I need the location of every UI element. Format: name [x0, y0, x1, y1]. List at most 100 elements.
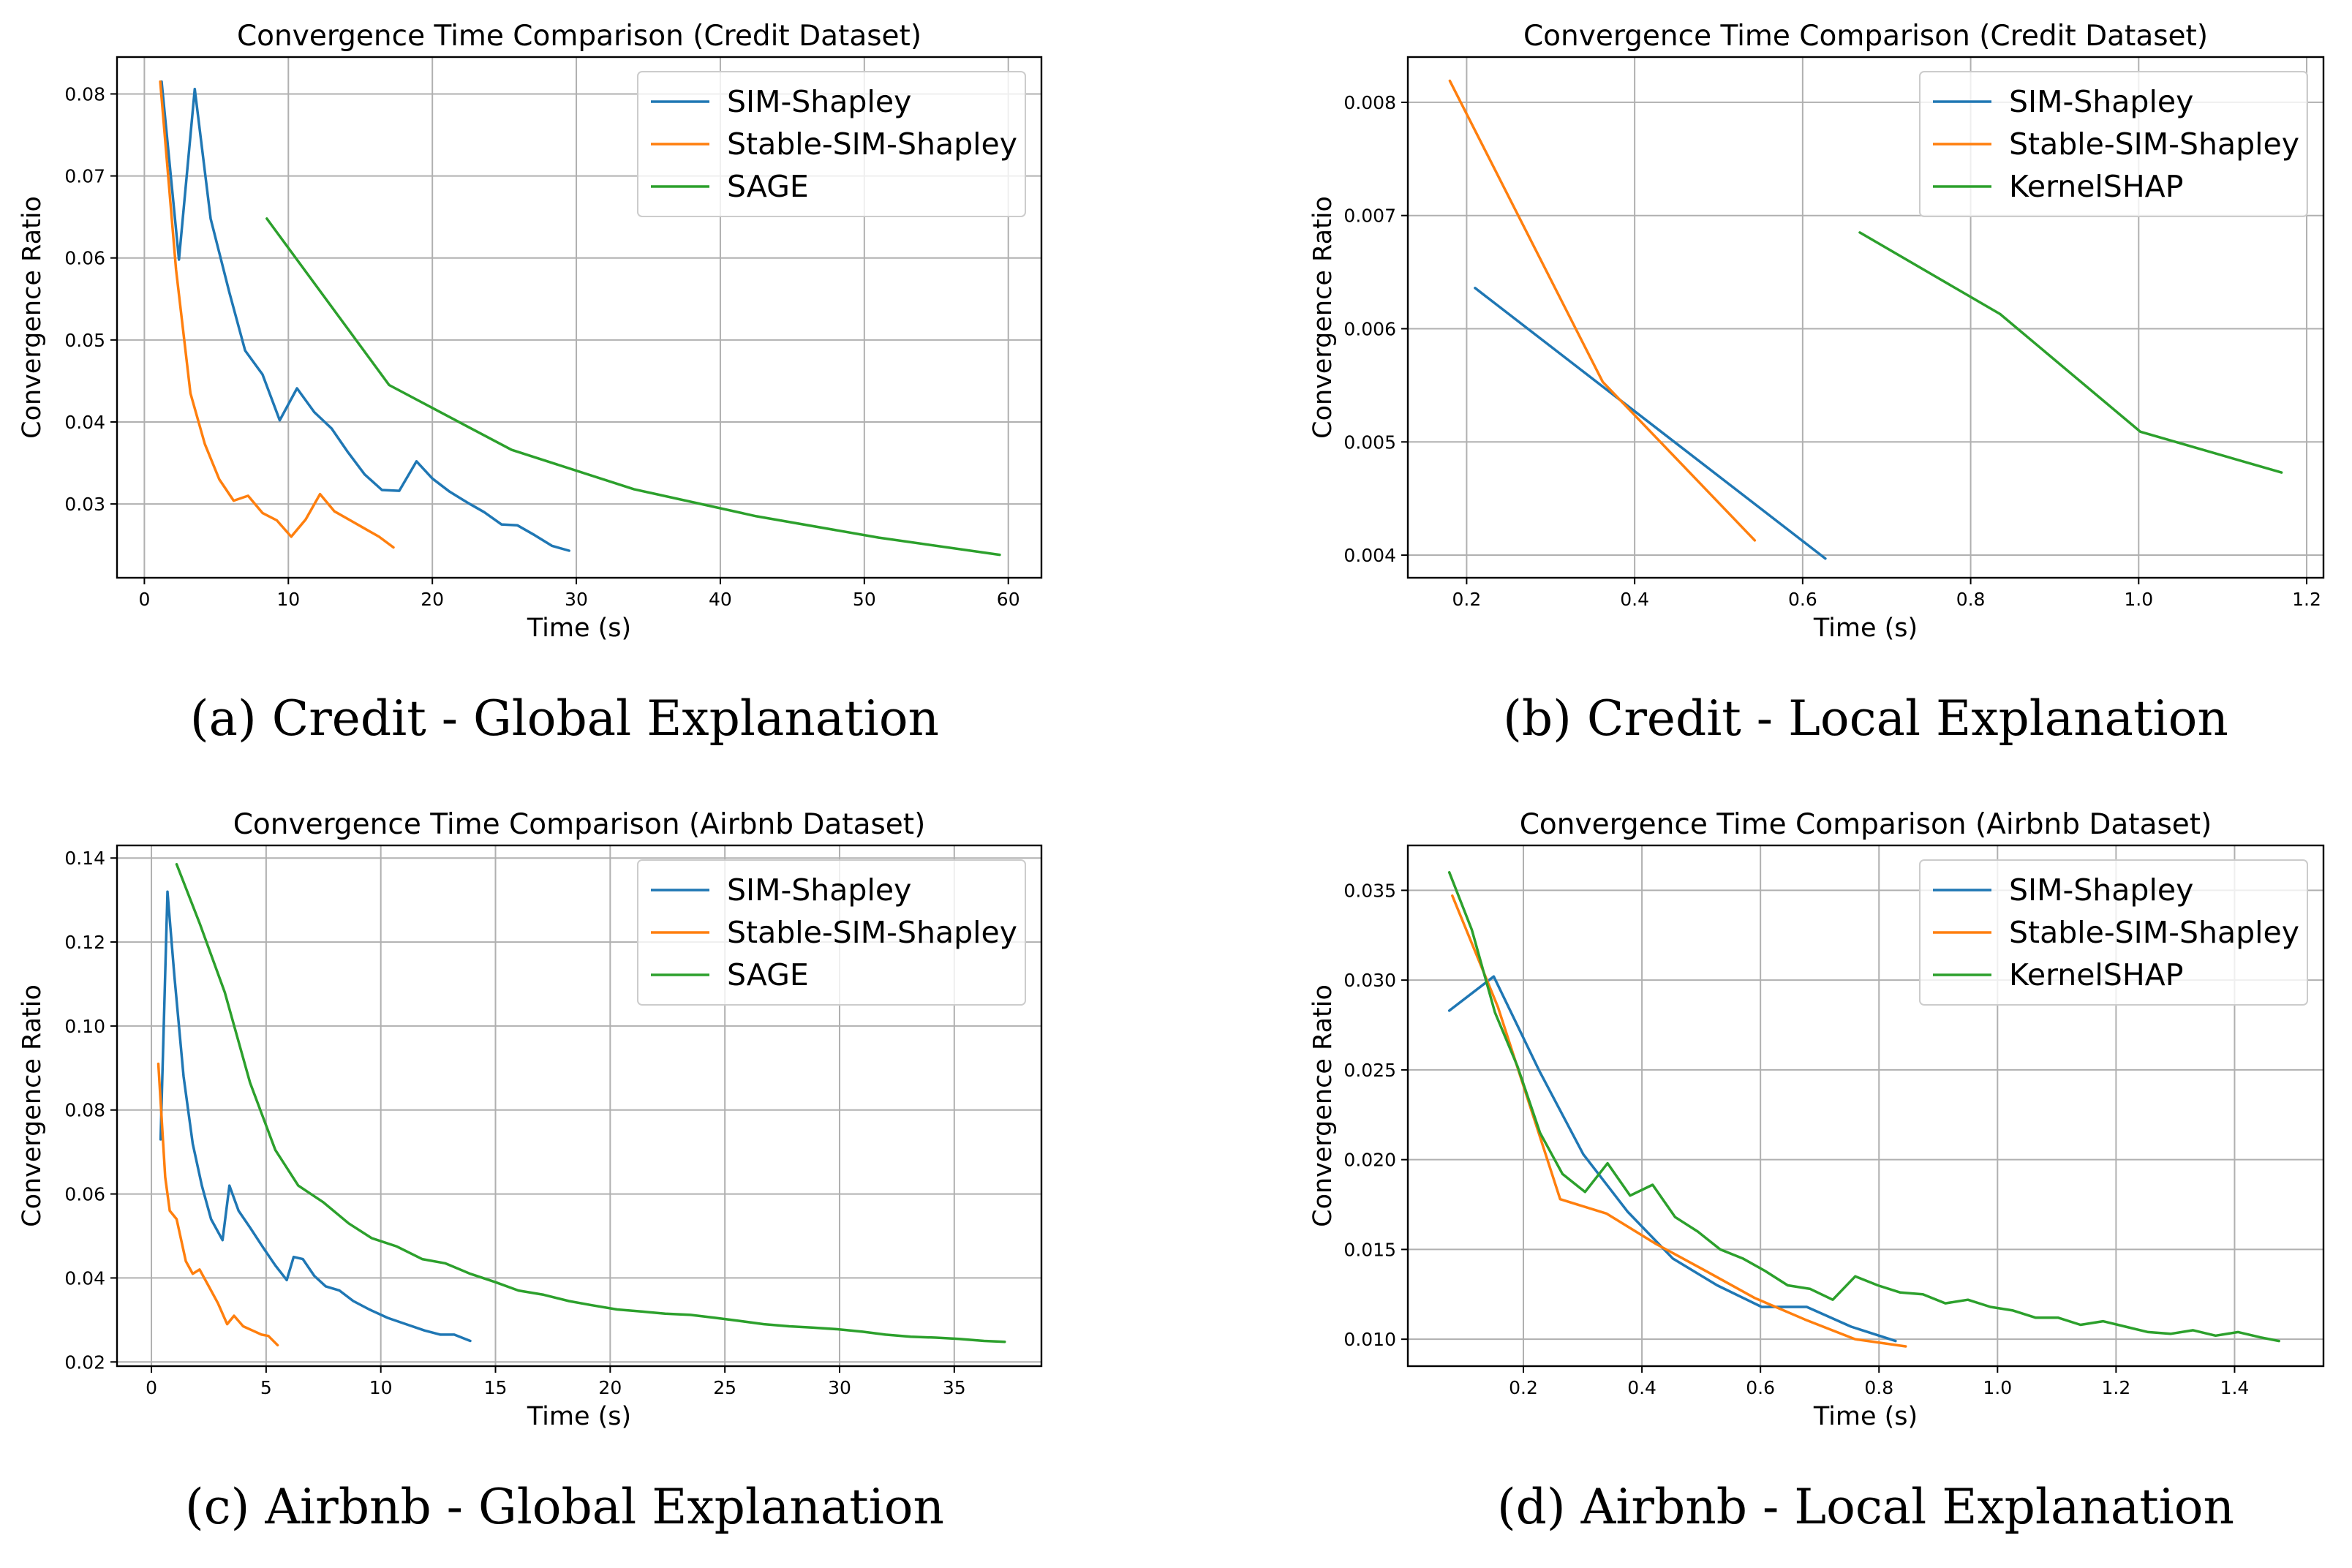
y-tick-label: 0.03 — [64, 494, 105, 515]
chart-panel-4: 0.2 0.4 0.6 0.8 1.0 1.2 1.4 0.010 0.015 0.020 0.02… — [1308, 808, 2325, 1535]
chart-panel-3: 0 5 10 15 20 25 30 35 0.02 0.04 0.06 0.08 0.10 0.12 0.… — [18, 808, 1043, 1535]
y-tick-label: 0.015 — [1343, 1239, 1396, 1260]
y-tick-label: 0.020 — [1343, 1150, 1396, 1171]
legend-label: SIM-Shapley — [2009, 84, 2193, 119]
legend: SIM-Shapley Stable-SIM-Shapley KernelSHAP — [1919, 859, 2308, 1006]
subfigure-caption: (d) Airbnb - Local Explanation — [1497, 1479, 2234, 1535]
y-tick-label: 0.008 — [1343, 92, 1396, 113]
x-tick-label: 5 — [260, 1377, 272, 1398]
legend-box — [1919, 71, 2308, 217]
plot-area-frame — [116, 56, 1043, 579]
x-tick-label: 0.6 — [1746, 1377, 1775, 1398]
x-tick-label: 0.6 — [1788, 589, 1817, 610]
x-axis-label: Time (s) — [1813, 614, 1918, 643]
y-tick-label: 0.006 — [1343, 318, 1396, 339]
x-tick-label: 10 — [276, 589, 300, 610]
x-tick-label: 0.4 — [1620, 589, 1649, 610]
x-tick-label: 30 — [565, 589, 588, 610]
plot-area-frame — [1406, 56, 2325, 579]
legend-label: SAGE — [727, 169, 809, 204]
legend-label: KernelSHAP — [2009, 957, 2183, 992]
y-tick-label: 0.14 — [64, 848, 105, 869]
chart-panel-1: 0 10 20 30 40 50 60 0.03 0.04 0.05 0.06 0.07 0.08 Con… — [18, 20, 1043, 747]
legend-label: KernelSHAP — [2009, 169, 2183, 204]
legend: SIM-Shapley Stable-SIM-Shapley SAGE — [637, 859, 1026, 1006]
x-tick-label: 10 — [369, 1377, 393, 1398]
x-tick-label: 15 — [484, 1377, 508, 1398]
legend: SIM-Shapley Stable-SIM-Shapley SAGE — [637, 71, 1026, 217]
x-tick-label: 20 — [421, 589, 444, 610]
legend-label: Stable-SIM-Shapley — [2009, 915, 2299, 950]
y-tick-label: 0.02 — [64, 1352, 105, 1373]
series-line-stable-sim-shapley — [157, 1062, 279, 1347]
legend-box — [1919, 859, 2308, 1006]
series-line-sim-shapley — [160, 80, 570, 552]
series-line-stable-sim-shapley — [159, 80, 395, 549]
x-tick-label: 1.2 — [2101, 1377, 2130, 1398]
x-tick-label: 0 — [138, 589, 150, 610]
x-tick-label: 1.4 — [2220, 1377, 2250, 1398]
y-tick-label: 0.010 — [1343, 1329, 1396, 1350]
y-tick-label: 0.025 — [1343, 1060, 1396, 1081]
x-tick-label: 0.2 — [1509, 1377, 1538, 1398]
legend-box — [637, 859, 1026, 1006]
x-tick-label: 30 — [828, 1377, 851, 1398]
chart-title: Convergence Time Comparison (Airbnb Data… — [1520, 808, 2212, 841]
chart-panel-2: 0.2 0.4 0.6 0.8 1.0 1.2 0.004 0.005 0.006 0.007 0.… — [1308, 20, 2325, 747]
legend-label: SIM-Shapley — [727, 84, 911, 119]
x-tick-label: 0.4 — [1627, 1377, 1656, 1398]
y-tick-label: 0.04 — [64, 1267, 105, 1289]
x-tick-label: 20 — [598, 1377, 622, 1398]
y-axis-label: Convergence Ratio — [18, 196, 47, 439]
y-tick-label: 0.10 — [64, 1016, 105, 1037]
x-tick-label: 1.2 — [2292, 589, 2321, 610]
y-tick-label: 0.007 — [1343, 206, 1396, 227]
plot-area-frame — [1406, 844, 2325, 1368]
x-axis-label: Time (s) — [1813, 1402, 1918, 1431]
y-tick-label: 0.030 — [1343, 970, 1396, 991]
series-line-sim-shapley — [1447, 975, 1897, 1343]
series-line-stable-sim-shapley — [1451, 894, 1907, 1348]
x-tick-label: 50 — [853, 589, 876, 610]
legend-label: SIM-Shapley — [2009, 872, 2193, 908]
series-line-stable-sim-shapley — [1448, 79, 1757, 542]
y-tick-label: 0.07 — [64, 166, 105, 187]
legend-label: Stable-SIM-Shapley — [727, 915, 1017, 950]
x-tick-label: 0 — [146, 1377, 157, 1398]
y-tick-label: 0.12 — [64, 932, 105, 953]
series-line-sim-shapley — [1474, 287, 1827, 560]
legend-label: Stable-SIM-Shapley — [2009, 127, 2299, 162]
subfigure-caption: (b) Credit - Local Explanation — [1503, 690, 2228, 747]
chart-title: Convergence Time Comparison (Airbnb Data… — [233, 808, 926, 841]
chart-title: Convergence Time Comparison (Credit Data… — [237, 20, 921, 53]
y-tick-label: 0.005 — [1343, 431, 1396, 453]
x-tick-label: 0.8 — [1956, 589, 1986, 610]
y-tick-label: 0.035 — [1343, 880, 1396, 901]
y-tick-label: 0.05 — [64, 330, 105, 351]
x-axis-label: Time (s) — [527, 614, 631, 643]
y-axis-label: Convergence Ratio — [18, 984, 47, 1227]
y-axis-label: Convergence Ratio — [1308, 984, 1338, 1227]
chart-title: Convergence Time Comparison (Credit Data… — [1523, 20, 2208, 53]
x-tick-label: 0.2 — [1452, 589, 1482, 610]
x-tick-label: 35 — [943, 1377, 966, 1398]
legend-label: SIM-Shapley — [727, 872, 911, 908]
y-tick-label: 0.06 — [64, 1184, 105, 1205]
y-tick-label: 0.06 — [64, 248, 105, 269]
x-axis-label: Time (s) — [527, 1402, 631, 1431]
y-tick-label: 0.04 — [64, 412, 105, 433]
legend-label: Stable-SIM-Shapley — [727, 127, 1017, 162]
y-axis-label: Convergence Ratio — [1308, 196, 1338, 439]
x-tick-label: 1.0 — [2124, 589, 2153, 610]
y-tick-label: 0.004 — [1343, 545, 1396, 566]
y-tick-label: 0.08 — [64, 83, 105, 105]
plot-area-frame — [116, 844, 1043, 1368]
x-tick-label: 25 — [713, 1377, 736, 1398]
legend: SIM-Shapley Stable-SIM-Shapley KernelSHAP — [1919, 71, 2308, 217]
legend-label: SAGE — [727, 957, 809, 992]
x-tick-label: 0.8 — [1864, 1377, 1893, 1398]
series-line-kernelshap — [1858, 231, 2283, 474]
legend-box — [637, 71, 1026, 217]
x-tick-label: 60 — [997, 589, 1020, 610]
